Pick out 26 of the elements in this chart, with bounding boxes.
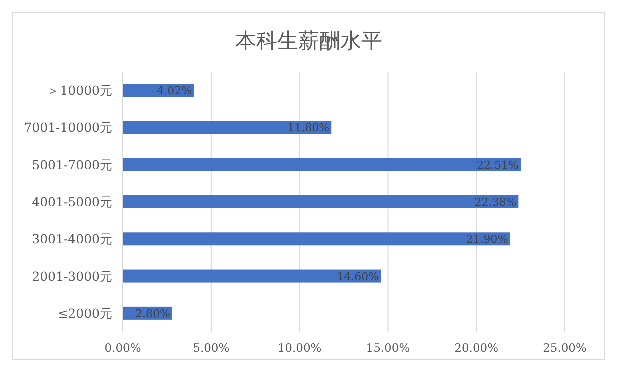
y-tick-label: ≤2000元 bbox=[58, 306, 113, 321]
data-label: 2.80% bbox=[136, 307, 171, 320]
y-tick-label: 4001-5000元 bbox=[32, 194, 113, 210]
y-tick-label: 2001-3000元 bbox=[32, 268, 113, 284]
data-label: 4.02% bbox=[157, 84, 192, 98]
data-label: 21.90% bbox=[466, 233, 508, 246]
y-tick-label: ＞10000元 bbox=[47, 83, 113, 98]
x-tick-label: 0.00% bbox=[104, 341, 142, 355]
x-tick-label: 10.00% bbox=[278, 341, 322, 355]
bar bbox=[123, 196, 519, 208]
x-tick-label: 20.00% bbox=[454, 341, 499, 355]
y-tick-label: 3001-4000元 bbox=[32, 232, 113, 247]
data-label: 22.51% bbox=[477, 158, 519, 172]
chart-title: 本科生薪酬水平 bbox=[236, 29, 382, 53]
x-tick-label: 15.00% bbox=[366, 341, 410, 355]
x-tick-label: 5.00% bbox=[193, 341, 230, 355]
y-tick-label: 7001-10000元 bbox=[24, 120, 113, 136]
data-label: 14.60% bbox=[337, 270, 380, 284]
data-label: 22.38% bbox=[474, 196, 517, 209]
bar bbox=[123, 270, 382, 283]
x-tick-label: 25.00% bbox=[543, 341, 587, 355]
bar bbox=[123, 121, 332, 134]
bar bbox=[123, 232, 510, 246]
bar bbox=[123, 158, 521, 172]
y-tick-label: 5001-7000元 bbox=[32, 157, 113, 172]
data-label: 11.80% bbox=[288, 122, 330, 135]
